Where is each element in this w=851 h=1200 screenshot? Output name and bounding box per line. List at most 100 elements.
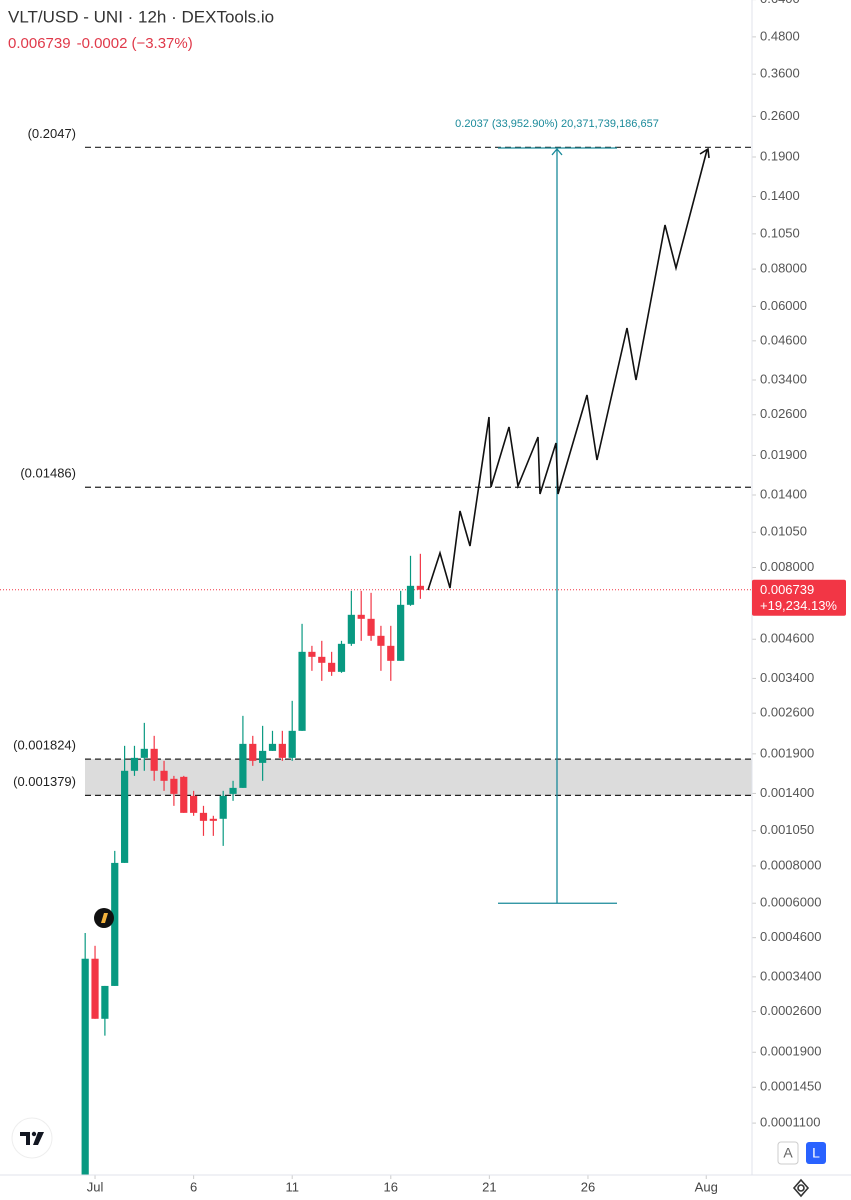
candle-body xyxy=(397,604,405,661)
candle-body xyxy=(357,614,365,619)
measure-label: 0.2037 (33,952.90%) 20,371,739,186,657 xyxy=(455,118,659,130)
level-label: (0.01486) xyxy=(20,466,76,481)
candle-body xyxy=(170,778,178,794)
x-tick-label: Jul xyxy=(87,1179,104,1194)
candle-body xyxy=(416,585,424,590)
candles xyxy=(81,553,424,1175)
x-tick-label: 11 xyxy=(285,1179,299,1194)
level-label: (0.001824) xyxy=(13,738,76,753)
y-tick-label: 0.08000 xyxy=(760,261,807,276)
y-tick-label: 0.1050 xyxy=(760,225,800,240)
projection-arrowhead xyxy=(699,147,710,159)
y-tick-label: 0.004600 xyxy=(760,631,814,646)
projection-drawing xyxy=(427,149,708,591)
x-tick-label: 26 xyxy=(581,1179,595,1194)
header-price: 0.006739 xyxy=(8,35,71,52)
candle-body xyxy=(130,757,139,771)
candle-body xyxy=(328,662,336,672)
y-tick-label: 0.3600 xyxy=(760,66,800,81)
candle-body xyxy=(239,743,247,788)
svg-text:L: L xyxy=(812,1145,820,1161)
svg-text:A: A xyxy=(783,1145,793,1161)
candle-body xyxy=(406,585,415,605)
candle-body xyxy=(367,618,375,636)
axes: 0.6400 0.4800 0.3600 0.2600 0.1900 0.1400 0.10… xyxy=(87,0,821,1194)
settings-button[interactable] xyxy=(792,1178,810,1198)
y-tick-label: 0.6400 xyxy=(760,0,800,6)
y-tick-label: 0.2600 xyxy=(760,108,800,123)
x-tick-label: 16 xyxy=(384,1179,398,1194)
candle-body xyxy=(268,743,277,751)
chart-title: VLT/USD - UNI · 12h · DEXTools.io xyxy=(8,7,274,26)
y-tick-label: 0.001900 xyxy=(760,745,814,760)
candle-body xyxy=(278,743,286,758)
candle-body xyxy=(190,795,198,813)
y-tick-label: 0.0004600 xyxy=(760,929,821,944)
y-tick-label: 0.01050 xyxy=(760,524,807,539)
candle-body xyxy=(308,651,316,657)
candle-body xyxy=(160,770,168,781)
candle-body xyxy=(199,812,208,821)
y-tick-label: 0.1900 xyxy=(760,148,800,163)
candle-body xyxy=(140,748,148,758)
tradingview-logo[interactable] xyxy=(11,1117,53,1159)
candle-body xyxy=(377,635,385,646)
level-label: (0.001379) xyxy=(13,774,76,789)
candle-body xyxy=(337,643,346,672)
y-tick-label: 0.02600 xyxy=(760,406,807,421)
candle-body xyxy=(209,818,217,821)
y-tick-label: 0.0003400 xyxy=(760,968,821,983)
candle-body xyxy=(288,730,296,758)
event-icon xyxy=(94,908,114,928)
y-tick-label: 0.0001100 xyxy=(760,1115,821,1130)
y-tick-label: 0.0001450 xyxy=(760,1079,821,1094)
y-tick-label: 0.003400 xyxy=(760,670,814,685)
candle-body xyxy=(81,958,89,1175)
y-tick-label: 0.01400 xyxy=(760,486,807,501)
header-change-pct: (−3.37%) xyxy=(131,35,192,52)
candle-body xyxy=(180,776,188,813)
price-box xyxy=(752,579,846,616)
plot-area xyxy=(0,146,752,904)
y-tick-label: 0.04600 xyxy=(760,332,807,347)
level-label: (0.2047) xyxy=(28,126,76,141)
price-box-value: 0.006739 xyxy=(760,582,814,597)
y-tick-label: 0.002600 xyxy=(760,705,814,720)
y-tick-label: 0.008000 xyxy=(760,559,814,574)
y-tick-label: 0.03400 xyxy=(760,371,807,386)
candle-body xyxy=(387,645,395,661)
candle-body xyxy=(249,743,257,761)
y-tick-label: 0.4800 xyxy=(760,28,800,43)
candle-body xyxy=(298,651,306,731)
header-change: -0.0002 xyxy=(77,35,128,52)
price-header: 0.006739 -0.0002 (−3.37%) xyxy=(8,35,193,52)
y-tick-label: 0.1400 xyxy=(760,188,800,203)
candle-body xyxy=(91,958,99,1019)
candle-body xyxy=(259,750,267,763)
y-tick-label: 0.0002600 xyxy=(760,1003,821,1018)
auto-scale-button[interactable]: A xyxy=(777,1141,799,1165)
y-tick-label: 0.001400 xyxy=(760,785,814,800)
candle-body xyxy=(150,748,158,771)
log-scale-button[interactable]: L xyxy=(806,1142,826,1164)
x-tick-label: 21 xyxy=(482,1179,496,1194)
y-tick-label: 0.001050 xyxy=(760,822,814,837)
candle-body xyxy=(229,787,237,794)
measure-arrow xyxy=(551,147,563,156)
shaded-zone xyxy=(85,759,752,796)
candle-body xyxy=(111,862,119,986)
candle-body xyxy=(347,614,355,644)
y-tick-label: 0.0006000 xyxy=(760,895,821,910)
candle-body xyxy=(318,656,326,663)
x-tick-label: 6 xyxy=(190,1179,197,1194)
y-tick-label: 0.01900 xyxy=(760,447,807,462)
candle-body xyxy=(101,985,109,1019)
x-tick-label: Aug xyxy=(695,1179,718,1194)
price-box-change: +19,234.13% xyxy=(760,598,837,613)
y-tick-label: 0.0008000 xyxy=(760,857,821,872)
y-tick-label: 0.0001900 xyxy=(760,1044,821,1059)
y-tick-label: 0.06000 xyxy=(760,298,807,313)
candle-body xyxy=(219,795,227,819)
